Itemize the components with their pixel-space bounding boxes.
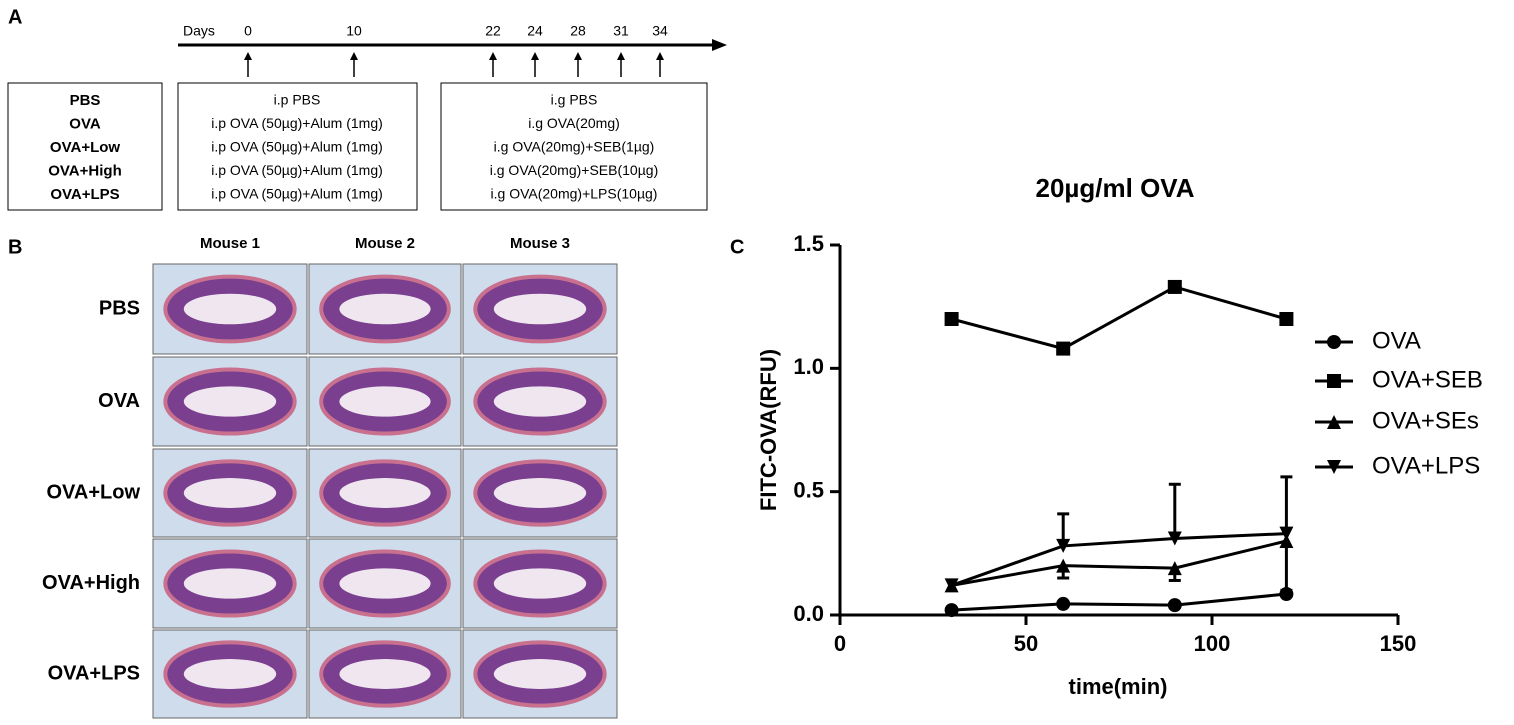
ip-treatment: i.p OVA (50µg)+Alum (1mg) <box>211 162 383 178</box>
panel-label: B <box>8 236 22 258</box>
tissue-lumen <box>339 659 431 689</box>
day-label: 31 <box>613 23 629 39</box>
legend-label: OVA <box>1372 327 1421 354</box>
y-tick-label: 1.5 <box>793 231 824 256</box>
tissue-lumen <box>493 293 587 325</box>
day-arrow-head <box>244 52 252 60</box>
legend-label: OVA+LPS <box>1372 452 1480 479</box>
data-point <box>1167 279 1182 294</box>
legend-marker <box>1327 415 1341 429</box>
data-point <box>1056 341 1071 356</box>
tissue-lumen <box>339 478 431 508</box>
x-tick-label: 100 <box>1194 631 1231 656</box>
row-label: OVA+LPS <box>48 662 140 684</box>
series-line <box>951 592 1287 612</box>
tissue-lumen <box>183 659 277 689</box>
day-arrow-head <box>617 52 625 60</box>
y-tick-label: 1.0 <box>793 354 824 379</box>
legend-marker <box>1327 374 1341 388</box>
day-label: 22 <box>485 23 501 39</box>
day-arrow-head <box>574 52 582 60</box>
legend-marker <box>1327 460 1341 474</box>
data-point <box>1279 312 1294 326</box>
day-label: 28 <box>570 23 586 39</box>
tissue-lumen <box>339 386 431 417</box>
ig-treatment: i.g OVA(20mg)+LPS(10µg) <box>491 186 658 202</box>
tissue-lumen <box>493 386 587 417</box>
column-header: Mouse 3 <box>510 235 570 252</box>
ip-treatment: i.p OVA (50µg)+Alum (1mg) <box>211 186 383 202</box>
series-line <box>951 532 1287 587</box>
day-label: 34 <box>652 23 668 39</box>
day-label: 24 <box>527 23 543 39</box>
ig-treatment: i.g OVA(20mg)+SEB(10µg) <box>490 162 659 178</box>
y-axis-label: FITC-OVA(RFU) <box>756 349 781 511</box>
group-name: OVA+Low <box>50 139 120 156</box>
ip-box <box>177 82 418 211</box>
day-label: 0 <box>244 23 252 39</box>
ig-treatment: i.g PBS <box>551 92 598 108</box>
data-point <box>1167 531 1182 546</box>
y-tick-label: 0.5 <box>793 477 824 502</box>
day-arrow-head <box>350 52 358 60</box>
y-tick-label: 0.0 <box>793 601 824 626</box>
data-point <box>944 312 959 326</box>
panel-label: A <box>8 6 22 28</box>
days-label: Days <box>183 23 215 39</box>
data-point <box>944 578 959 593</box>
x-axis-label: time(min) <box>1069 674 1168 699</box>
group-name: OVA <box>69 115 101 132</box>
day-label: 10 <box>346 23 362 39</box>
column-header: Mouse 2 <box>355 235 415 252</box>
tissue-lumen <box>183 478 277 508</box>
data-point <box>1056 596 1071 611</box>
data-point <box>1167 561 1182 576</box>
tissue-lumen <box>183 293 277 325</box>
row-label: OVA <box>98 390 140 412</box>
row-label: OVA+Low <box>46 481 140 503</box>
data-point <box>944 603 959 618</box>
tissue-lumen <box>339 568 431 599</box>
ip-treatment: i.p OVA (50µg)+Alum (1mg) <box>211 139 383 155</box>
tissue-lumen <box>493 659 587 689</box>
tissue-lumen <box>183 386 277 417</box>
x-tick-label: 0 <box>834 631 846 656</box>
x-tick-label: 150 <box>1380 631 1417 656</box>
tissue-lumen <box>493 568 587 599</box>
ip-treatment: i.p PBS <box>274 92 321 108</box>
ig-treatment: i.g OVA(20mg) <box>528 115 620 131</box>
panel-label: C <box>730 236 744 258</box>
x-tick-label: 50 <box>1014 631 1038 656</box>
day-arrow-head <box>656 52 664 60</box>
group-name: PBS <box>70 92 101 109</box>
data-point <box>1279 534 1294 548</box>
row-label: PBS <box>99 297 140 319</box>
data-point <box>1167 598 1182 613</box>
ip-treatment: i.p OVA (50µg)+Alum (1mg) <box>211 115 383 131</box>
tissue-lumen <box>183 568 277 599</box>
groups-box <box>7 82 163 211</box>
group-name: OVA+LPS <box>50 186 119 203</box>
data-point <box>1056 538 1071 553</box>
ig-box <box>440 82 708 211</box>
legend-marker <box>1327 335 1341 349</box>
legend-label: OVA+SEs <box>1372 407 1479 434</box>
day-arrow-head <box>489 52 497 60</box>
row-label: OVA+High <box>42 572 140 594</box>
legend-label: OVA+SEB <box>1372 366 1483 393</box>
data-point <box>1279 526 1294 541</box>
ig-treatment: i.g OVA(20mg)+SEB(1µg) <box>494 139 655 155</box>
group-name: OVA+High <box>48 162 121 179</box>
timeline-arrow <box>712 39 727 51</box>
series-line <box>951 539 1287 587</box>
column-header: Mouse 1 <box>200 235 260 252</box>
tissue-lumen <box>339 293 431 325</box>
data-point <box>1056 558 1071 573</box>
day-arrow-head <box>531 52 539 60</box>
chart-title: 20µg/ml OVA <box>1036 173 1195 203</box>
series-line <box>951 285 1287 351</box>
tissue-lumen <box>493 478 587 508</box>
